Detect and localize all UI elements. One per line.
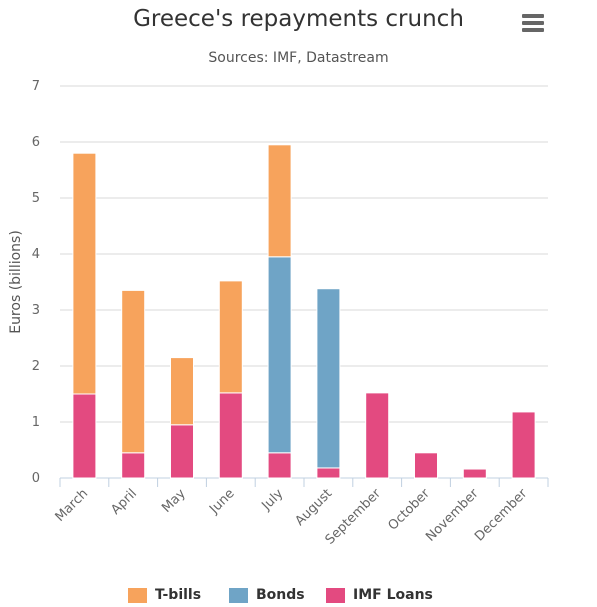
x-tick-label: May <box>159 486 189 516</box>
legend-swatch <box>326 587 345 603</box>
bar-t-bills[interactable] <box>267 144 292 258</box>
bar-imf-loans[interactable] <box>462 468 487 479</box>
x-tick-label: March <box>53 486 92 525</box>
y-tick-label: 0 <box>32 471 40 486</box>
chart-subtitle: Sources: IMF, Datastream <box>208 50 389 66</box>
bar-imf-loans[interactable] <box>170 424 194 479</box>
bar-imf-loans[interactable] <box>72 393 97 479</box>
y-tick-label: 7 <box>32 79 40 94</box>
y-axis-title: Euros (billions) <box>8 230 24 334</box>
y-tick-label: 2 <box>32 359 40 374</box>
legend-label: T-bills <box>155 587 202 603</box>
plot-area: 0 1 2 3 4 5 6 7 Euros (billions) March April May Jun… <box>8 79 549 548</box>
x-tick-label: December <box>472 486 531 545</box>
x-tick-label: August <box>292 486 335 529</box>
bar-bonds[interactable] <box>267 256 292 454</box>
bar-imf-loans[interactable] <box>511 411 536 479</box>
y-tick-label: 5 <box>32 191 40 206</box>
bar-imf-loans[interactable] <box>414 452 438 479</box>
bar-imf-loans[interactable] <box>316 467 341 479</box>
x-tick-label: October <box>385 486 433 534</box>
x-tick-label: July <box>259 486 287 514</box>
bar-t-bills[interactable] <box>72 152 97 395</box>
bar-imf-loans[interactable] <box>365 392 390 479</box>
y-tick-label: 6 <box>32 135 40 150</box>
bar-t-bills[interactable] <box>121 289 146 454</box>
bar-t-bills[interactable] <box>218 280 243 394</box>
legend-item[interactable]: T-bills <box>128 585 201 605</box>
legend-item[interactable]: Bonds <box>229 585 305 605</box>
bar-t-bills[interactable] <box>170 357 194 426</box>
legend-item[interactable]: IMF Loans <box>326 585 433 605</box>
legend-swatch <box>128 587 147 603</box>
x-tick-label: April <box>108 486 140 518</box>
bar-imf-loans[interactable] <box>267 452 292 479</box>
y-tick-label: 1 <box>32 415 40 430</box>
legend-swatch <box>229 587 248 603</box>
y-tick-label: 4 <box>32 247 40 262</box>
bar-imf-loans[interactable] <box>121 452 146 479</box>
legend-label: Bonds <box>256 587 305 603</box>
legend-label: IMF Loans <box>353 587 433 603</box>
legend: T-bills Bonds IMF Loans <box>0 585 597 605</box>
bar-imf-loans[interactable] <box>218 392 243 479</box>
y-tick-label: 3 <box>32 303 40 318</box>
x-tick-label: June <box>206 486 237 517</box>
hamburger-menu-icon[interactable] <box>522 14 544 34</box>
chart-title: Greece's repayments crunch <box>133 6 464 32</box>
bar-bonds[interactable] <box>316 288 341 469</box>
